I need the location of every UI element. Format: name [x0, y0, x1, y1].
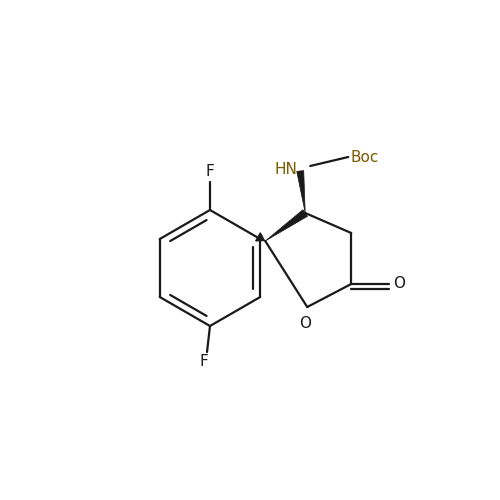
Text: HN: HN	[275, 162, 297, 176]
Text: O: O	[299, 316, 311, 330]
Text: O: O	[393, 276, 405, 291]
Text: F: F	[200, 354, 208, 370]
Text: F: F	[206, 164, 214, 180]
Text: Boc: Boc	[350, 150, 378, 164]
Polygon shape	[297, 170, 305, 213]
Polygon shape	[265, 210, 308, 241]
